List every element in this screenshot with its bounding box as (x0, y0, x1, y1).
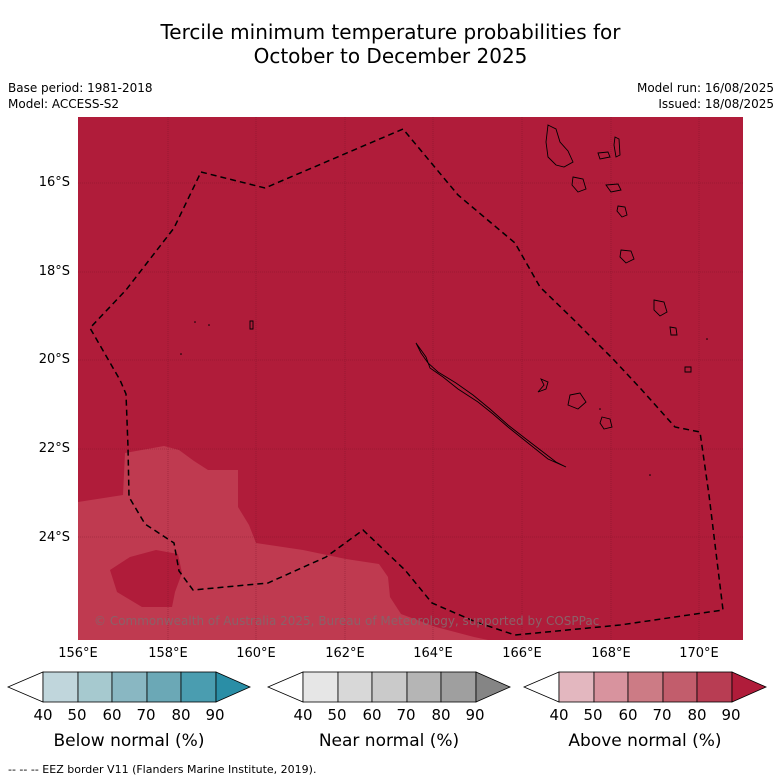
cb1-tick-90: 90 (205, 706, 225, 724)
lon-label-156e: 156°E (58, 646, 98, 661)
island-loyalty-1 (537, 378, 549, 393)
colorbar-above-normal (522, 671, 767, 703)
map-svg (78, 117, 743, 640)
island-loyalty-2 (567, 392, 587, 410)
cb1-tick-80: 80 (171, 706, 191, 724)
cb3-tick-70: 70 (652, 706, 672, 724)
lon-label-160e: 160°E (236, 646, 276, 661)
lon-label-164e: 164°E (413, 646, 453, 661)
model-run: Model run: 16/08/2025 (636, 81, 774, 95)
lat-label-22s: 22°S (38, 441, 70, 456)
island-ambae (597, 151, 611, 160)
island-small-west (249, 320, 254, 330)
eez-footer-note: -- -- -- EEZ border V11 (Flanders Marine… (8, 763, 317, 776)
lat-label-24s: 24°S (38, 530, 70, 545)
lon-label-170e: 170°E (679, 646, 719, 661)
cb1-tick-50: 50 (67, 706, 87, 724)
cb2-tick-60: 60 (362, 706, 382, 724)
cb3-tick-60: 60 (618, 706, 638, 724)
cb2-tick-90: 90 (465, 706, 485, 724)
lat-label-16s: 16°S (38, 175, 70, 190)
island-shepherd (616, 205, 628, 218)
lon-label-162e: 162°E (325, 646, 365, 661)
island-efate (619, 249, 635, 264)
cb1-tick-40: 40 (33, 706, 53, 724)
island-maewo (613, 136, 621, 158)
island-tanna (669, 326, 678, 336)
title-line-2: October to December 2025 (253, 44, 528, 68)
cb3-tick-80: 80 (687, 706, 707, 724)
map-copyright: © Commonwealth of Australia 2025, Bureau… (94, 614, 600, 628)
lon-label-166e: 166°E (502, 646, 542, 661)
cb2-tick-80: 80 (431, 706, 451, 724)
lon-label-158e: 158°E (148, 646, 188, 661)
cb3-tick-50: 50 (583, 706, 603, 724)
cb1-tick-60: 60 (102, 706, 122, 724)
colorbar-near-normal (266, 671, 511, 703)
cb2-tick-40: 40 (293, 706, 313, 724)
base-period: Base period: 1981-2018 (8, 81, 153, 95)
lat-label-20s: 20°S (38, 352, 70, 367)
cb3-label: Above normal (%) (568, 731, 722, 751)
island-erromango (653, 299, 668, 317)
coastlines (249, 124, 692, 468)
islets (180, 321, 708, 476)
island-loyalty-3 (599, 416, 613, 430)
issued-date: Issued: 18/08/2025 (658, 97, 774, 111)
cb1-tick-70: 70 (136, 706, 156, 724)
map-gridlines (78, 117, 743, 640)
island-new-caledonia (415, 342, 567, 468)
island-malekula (571, 176, 587, 193)
cb2-tick-70: 70 (396, 706, 416, 724)
island-aneityum (684, 366, 692, 373)
lon-label-168e: 168°E (591, 646, 631, 661)
island-espiritu-santo (545, 124, 574, 168)
probability-map: © Commonwealth of Australia 2025, Bureau… (78, 117, 743, 640)
cb2-label: Near normal (%) (318, 731, 460, 751)
model-name: Model: ACCESS-S2 (8, 97, 120, 111)
map-region-moderate (78, 446, 488, 640)
cb1-label: Below normal (%) (53, 731, 205, 751)
cb3-tick-40: 40 (549, 706, 569, 724)
eez-border (89, 128, 724, 636)
lat-label-18s: 18°S (38, 264, 70, 279)
cb2-tick-50: 50 (327, 706, 347, 724)
cb3-tick-90: 90 (721, 706, 741, 724)
map-region-high-inset (110, 550, 182, 607)
title-line-1: Tercile minimum temperature probabilitie… (160, 20, 621, 44)
colorbar-below-normal (6, 671, 251, 703)
island-epi (605, 183, 622, 193)
